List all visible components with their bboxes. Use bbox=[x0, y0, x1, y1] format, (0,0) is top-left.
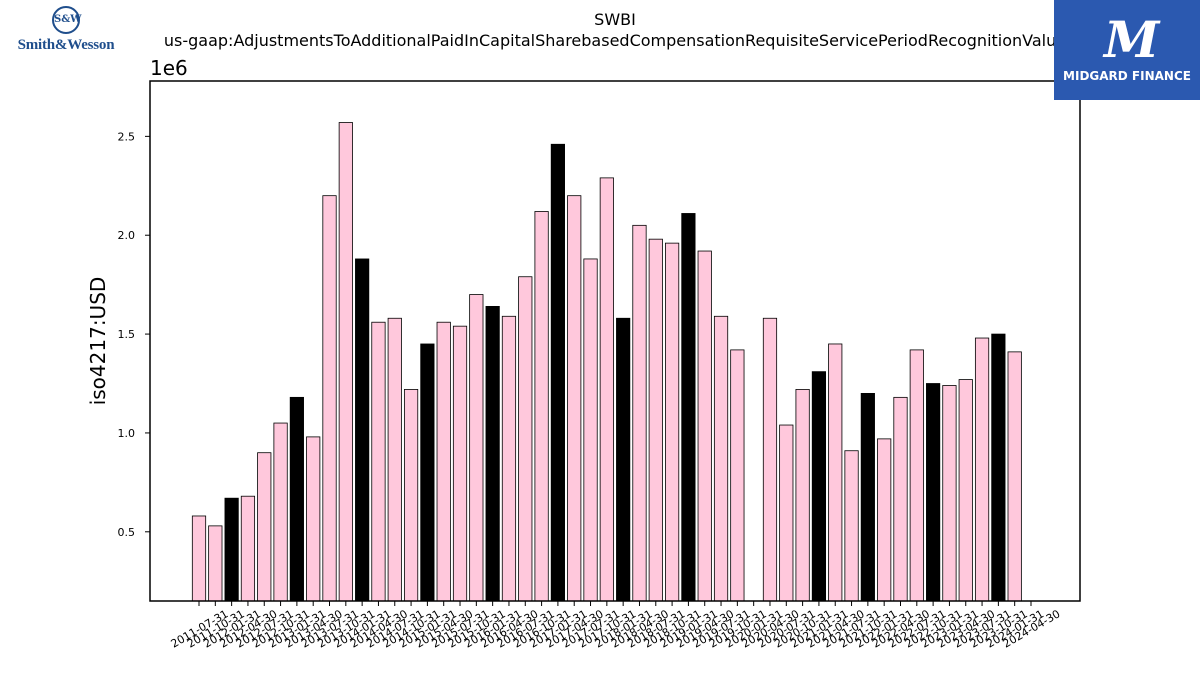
bar-2013-10-31 bbox=[338, 122, 353, 602]
bar-2013-07-31 bbox=[322, 195, 337, 602]
bar-2018-04-30 bbox=[632, 224, 647, 602]
chart-title: SWBI bbox=[594, 10, 636, 29]
seal-icon: S&W bbox=[52, 6, 81, 34]
y-tick-label: 2.5 bbox=[118, 130, 136, 143]
y-tick-label: 1.5 bbox=[118, 328, 136, 341]
bar-2015-07-31 bbox=[452, 325, 468, 602]
bar-2013-04-30 bbox=[306, 436, 321, 602]
bar-2011-07-31 bbox=[191, 515, 207, 602]
bar-2014-07-31 bbox=[387, 317, 402, 602]
bar-2016-01-31 bbox=[485, 305, 500, 602]
bar-2022-10-31 bbox=[926, 383, 941, 602]
smith-wesson-logo: S&W Smith&Wesson bbox=[8, 6, 124, 58]
bar-2019-07-31 bbox=[713, 315, 729, 602]
bar-2023-04-30 bbox=[958, 379, 973, 602]
bar-2023-07-31 bbox=[974, 337, 990, 602]
bar-2015-04-30 bbox=[436, 321, 451, 602]
chart-subtitle: us-gaap:AdjustmentsToAdditionalPaidInCap… bbox=[164, 31, 1066, 50]
y-scale-label: 1e6 bbox=[150, 56, 188, 80]
bar-2023-10-31 bbox=[991, 333, 1006, 602]
bar-2013-01-31 bbox=[289, 396, 304, 602]
bar-2020-04-30 bbox=[762, 317, 778, 602]
logo-wordmark: Smith&Wesson bbox=[17, 37, 115, 53]
bar-2014-04-30 bbox=[371, 321, 386, 602]
bar-2012-07-31 bbox=[257, 452, 272, 602]
bar-2020-07-31 bbox=[779, 424, 794, 602]
bar-2011-10-31 bbox=[208, 525, 223, 602]
bar-2023-01-31 bbox=[942, 385, 957, 602]
bar-2017-04-30 bbox=[567, 195, 582, 602]
y-tick-label: 1.0 bbox=[118, 427, 136, 440]
bar-2015-10-31 bbox=[469, 294, 484, 602]
bar-2016-07-31 bbox=[518, 276, 533, 602]
bar-2018-01-31 bbox=[616, 317, 631, 602]
bar-2021-07-31 bbox=[844, 450, 859, 602]
bar-2021-01-31 bbox=[811, 371, 827, 602]
y-axis-label: iso4217:USD bbox=[86, 277, 110, 406]
bar-2017-01-31 bbox=[550, 143, 565, 602]
bar-2012-01-31 bbox=[224, 497, 239, 602]
bar-2016-04-30 bbox=[501, 315, 517, 602]
plot-frame bbox=[149, 80, 1081, 602]
midgard-mark-icon: M bbox=[1104, 10, 1160, 69]
bar-2018-10-31 bbox=[665, 242, 680, 602]
bar-2017-07-31 bbox=[583, 258, 598, 602]
y-tick-label: 2.0 bbox=[118, 229, 136, 242]
bar-2018-07-31 bbox=[648, 238, 663, 602]
bar-2024-01-31 bbox=[1007, 351, 1022, 602]
bar-2017-10-31 bbox=[599, 177, 614, 602]
bar-2022-01-31 bbox=[877, 438, 892, 602]
bar-2012-10-31 bbox=[273, 422, 288, 602]
y-axis: 0.5 1.0 1.5 2.0 2.5 bbox=[118, 130, 150, 539]
bar-2014-10-31 bbox=[403, 389, 419, 602]
bar-2015-01-31 bbox=[420, 343, 435, 602]
bar-2014-01-31 bbox=[355, 258, 370, 602]
bar-2019-01-31 bbox=[681, 213, 696, 602]
bar-2021-10-31 bbox=[860, 392, 875, 602]
bar-2012-04-30 bbox=[240, 495, 256, 602]
bars-group bbox=[191, 122, 1022, 602]
bar-2019-04-30 bbox=[697, 250, 712, 602]
y-tick-label: 0.5 bbox=[118, 526, 136, 539]
x-axis: 2011-07-312011-10-312012-01-312012-04-30… bbox=[169, 601, 1063, 651]
midgard-brand-text: MIDGARD FINANCE bbox=[1063, 69, 1191, 83]
bar-2021-04-30 bbox=[828, 343, 843, 602]
midgard-finance-logo: M MIDGARD FINANCE bbox=[1054, 0, 1200, 100]
bar-2019-10-31 bbox=[730, 349, 745, 602]
bar-2022-07-31 bbox=[909, 349, 924, 602]
bar-2020-10-31 bbox=[795, 389, 810, 602]
bar-2022-04-30 bbox=[893, 396, 908, 602]
bar-2016-10-31 bbox=[534, 211, 549, 602]
